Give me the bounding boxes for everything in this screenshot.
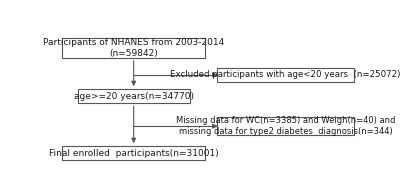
Text: Participants of NHANES from 2003-2014
(n=59842): Participants of NHANES from 2003-2014 (n… — [43, 38, 224, 58]
FancyBboxPatch shape — [218, 68, 354, 82]
FancyBboxPatch shape — [62, 146, 205, 160]
Text: age>=20 years(n=34770): age>=20 years(n=34770) — [74, 92, 194, 101]
FancyBboxPatch shape — [78, 89, 190, 103]
Text: Final enrolled  participants(n=31001): Final enrolled participants(n=31001) — [49, 149, 218, 158]
FancyBboxPatch shape — [218, 117, 354, 135]
Text: Missing data for WC(n=3385) and Weigh(n=40) and
missing data for type2 diabetes : Missing data for WC(n=3385) and Weigh(n=… — [176, 117, 395, 136]
Text: Excluded participants with age<20 years  (n=25072): Excluded participants with age<20 years … — [170, 70, 400, 79]
FancyBboxPatch shape — [62, 38, 205, 58]
